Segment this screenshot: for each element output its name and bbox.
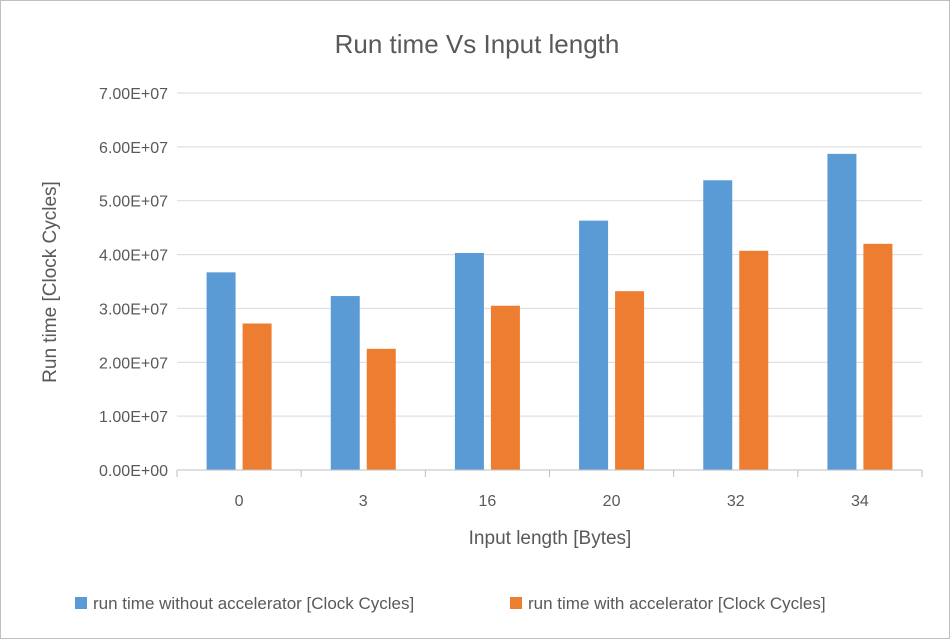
y-tick-label: 4.00E+07 xyxy=(99,248,168,265)
x-axis-ticks: 0 3 16 20 32 34 xyxy=(176,470,923,510)
bar-series-1-0 xyxy=(206,272,236,470)
x-tick-label: 3 xyxy=(359,493,368,510)
x-tick-label: 34 xyxy=(851,493,869,510)
y-tick-label: 7.00E+07 xyxy=(99,86,168,103)
gridlines xyxy=(177,92,922,417)
bar-series-1-3 xyxy=(330,296,360,470)
bar-series-1-34 xyxy=(827,153,857,470)
bar-series-1-16 xyxy=(454,252,484,470)
bar-series-1-20 xyxy=(579,220,609,470)
x-tick-label: 16 xyxy=(479,493,497,510)
y-tick-label: 5.00E+07 xyxy=(99,194,168,211)
y-tick-label: 0.00E+00 xyxy=(99,463,168,480)
x-tick-label: 0 xyxy=(235,493,244,510)
x-tick-label: 32 xyxy=(727,493,745,510)
legend-label-1: run time without accelerator [Clock Cycl… xyxy=(93,594,414,613)
y-tick-label: 6.00E+07 xyxy=(99,140,168,157)
x-axis-label: Input length [Bytes] xyxy=(469,528,632,549)
y-tick-label: 3.00E+07 xyxy=(99,301,168,318)
x-tick-label: 20 xyxy=(603,493,621,510)
legend-label-2: run time with accelerator [Clock Cycles] xyxy=(528,594,826,613)
y-tick-label: 2.00E+07 xyxy=(99,355,168,372)
legend-swatch-1 xyxy=(75,597,87,609)
legend: run time without accelerator [Clock Cycl… xyxy=(75,594,826,613)
bar-series-2-20 xyxy=(615,291,645,470)
y-axis-label: Run time [Clock Cycles] xyxy=(40,181,61,383)
bar-series-2-0 xyxy=(242,323,272,470)
bars xyxy=(206,153,893,470)
y-axis-ticks: 0.00E+00 1.00E+07 2.00E+07 3.00E+07 4.00E+07… xyxy=(99,86,168,480)
bar-series-2-34 xyxy=(863,243,893,470)
legend-swatch-2 xyxy=(510,597,522,609)
bar-series-2-32 xyxy=(739,250,769,470)
chart-title: Run time Vs Input length xyxy=(335,29,620,59)
bar-series-2-3 xyxy=(366,348,396,470)
bar-series-2-16 xyxy=(490,305,520,470)
y-tick-label: 1.00E+07 xyxy=(99,409,168,426)
bar-series-1-32 xyxy=(703,180,733,470)
